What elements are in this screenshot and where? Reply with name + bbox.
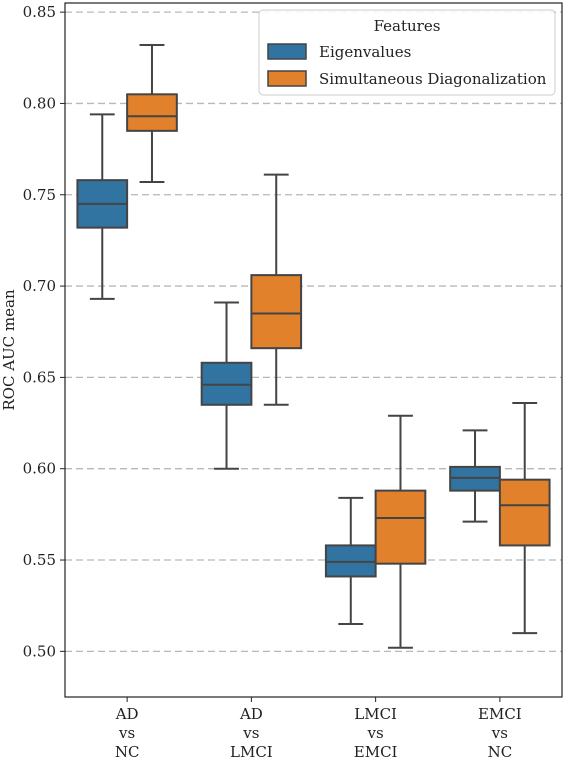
y-tick-label: 0.80 — [23, 94, 56, 112]
legend-entry-label: Eigenvalues — [319, 43, 411, 61]
box-simultaneous-diagonalization — [126, 93, 178, 132]
x-tick-label: EMCI — [478, 705, 522, 723]
legend-entry-label: Simultaneous Diagonalization — [319, 70, 547, 88]
x-tick-label: AD — [115, 705, 139, 723]
plot-frame — [64, 2, 563, 698]
legend-swatch — [267, 43, 307, 60]
x-tick-label: LMCI — [230, 743, 273, 758]
x-tick-label: AD — [239, 705, 263, 723]
legend-box — [258, 9, 556, 96]
box-simultaneous-diagonalization — [374, 489, 427, 565]
y-tick-label: 0.70 — [23, 277, 56, 295]
x-tick-label: vs — [491, 724, 508, 742]
x-tick-label: vs — [367, 724, 384, 742]
x-tick-label: LMCI — [354, 705, 397, 723]
x-tick-label: EMCI — [354, 743, 398, 758]
x-tick-label: NC — [488, 743, 513, 758]
y-tick-label: 0.55 — [23, 551, 56, 569]
y-tick-label: 0.60 — [23, 460, 56, 478]
y-tick-label: 0.85 — [23, 3, 56, 21]
y-tick-label: 0.65 — [23, 368, 56, 386]
legend-swatch — [267, 70, 307, 87]
x-tick-label: NC — [115, 743, 140, 758]
x-tick-label: vs — [118, 724, 135, 742]
legend-title: Features — [374, 17, 441, 35]
x-tick-label: vs — [242, 724, 259, 742]
y-tick-label: 0.50 — [23, 642, 56, 660]
y-axis-label: ROC AUC mean — [0, 289, 18, 411]
y-tick-label: 0.75 — [23, 186, 56, 204]
box-simultaneous-diagonalization — [498, 478, 551, 547]
box-simultaneous-diagonalization — [250, 274, 303, 350]
